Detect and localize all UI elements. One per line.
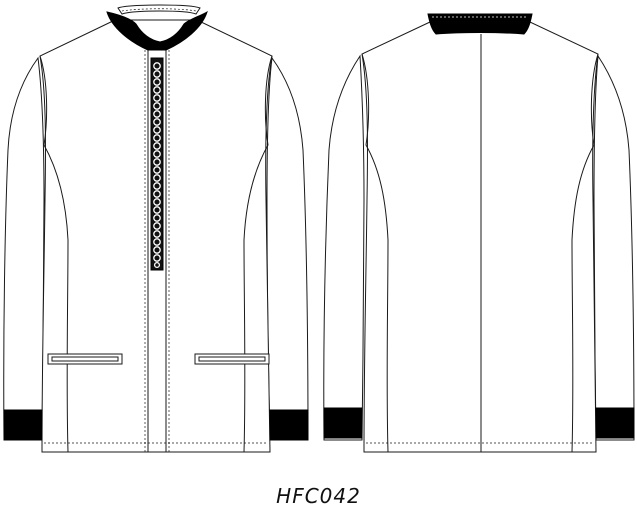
embroidery-pattern: [153, 62, 161, 269]
back-body: [361, 21, 599, 453]
front-right-sleeve: [266, 56, 309, 441]
front-right-cuff: [269, 409, 309, 441]
back-left-cuff: [323, 407, 363, 439]
back-left-armhole: [361, 53, 389, 453]
front-left-pocket-inner: [51, 356, 119, 362]
front-collar: [106, 10, 208, 51]
back-left-sleeve: [323, 54, 365, 441]
front-collar-band: [117, 4, 201, 15]
front-left-cuff: [3, 409, 43, 441]
collar-stitch: [121, 8, 197, 12]
garment-drawing: [3, 4, 635, 453]
back-right-sleeve: [593, 54, 635, 441]
back-right-cuff: [595, 407, 635, 439]
back-collar: [427, 13, 533, 35]
style-code: HFC042: [276, 484, 361, 508]
front-right-armhole: [243, 55, 273, 453]
front-view: [3, 4, 309, 453]
front-left-sleeve: [3, 56, 45, 441]
back-view: [323, 13, 635, 453]
front-left-armhole: [39, 55, 69, 453]
front-right-pocket-inner: [198, 356, 266, 362]
back-right-armhole: [571, 53, 599, 453]
